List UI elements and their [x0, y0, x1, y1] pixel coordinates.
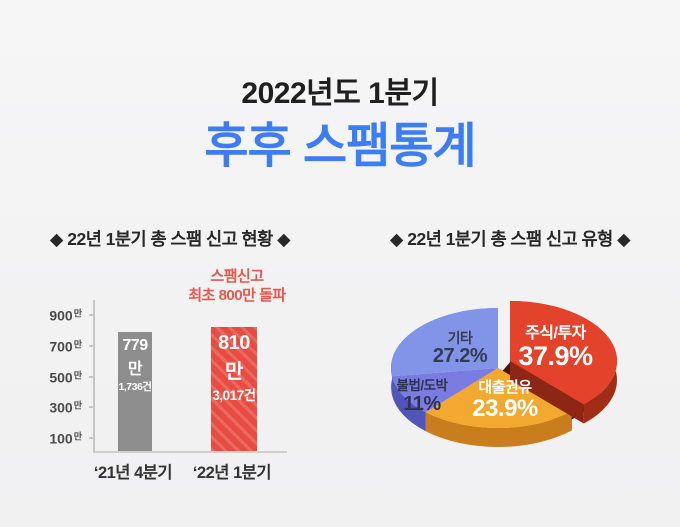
slice-name: 불법/도박	[396, 378, 448, 393]
bar-chart-plot-area: 779만 1,736건 810만 3,017건	[93, 300, 287, 453]
annotation-line-2: 최초 800만 돌파	[188, 287, 286, 304]
bar-value-main: 779만	[122, 336, 148, 378]
pie-chart-panel: 주식/투자 37.9% 기타 27.2% 불법/도박 11% 대출권유 23.9…	[355, 285, 655, 470]
bar-chart-section-title: ◆ 22년 1분기 총 스팸 신고 현황 ◆	[49, 229, 291, 249]
pie-chart-section-title: ◆ 22년 1분기 총 스팸 신고 유형 ◆	[389, 229, 631, 249]
slice-percent: 11%	[403, 392, 441, 415]
pie-chart	[391, 301, 617, 447]
bar-2022-q1: 810만 3,017건	[211, 327, 257, 451]
slice-name: 대출권유	[478, 379, 532, 396]
x-label-2022-q1: ‘22년 1분기	[192, 464, 272, 482]
bar-chart-annotation: 스팸신고 최초 800만 돌파	[157, 267, 317, 305]
bar-2021-q4: 779만 1,736건	[118, 331, 152, 451]
y-tick-mark	[89, 314, 94, 317]
y-tick-label: 900만	[49, 307, 82, 324]
bar-value-sub: 1,736건	[118, 380, 152, 393]
pie-label-etc: 기타 27.2%	[395, 330, 525, 368]
bar-value-main: 810만	[218, 332, 250, 383]
y-tick-mark	[89, 344, 94, 347]
bar-value-sub: 3,017건	[212, 388, 256, 403]
slice-percent: 23.9%	[472, 395, 538, 423]
pie-slice-shape	[510, 301, 617, 405]
slice-percent: 37.9%	[518, 341, 593, 372]
y-tick-label: 300만	[49, 399, 82, 416]
y-tick-label: 700만	[49, 338, 82, 355]
y-tick-mark	[89, 375, 94, 378]
page-title: 후후 스팸통계	[204, 120, 476, 173]
pie-slice-shape	[510, 361, 584, 424]
slice-name: 기타	[447, 330, 473, 346]
annotation-line-1: 스팸신고	[210, 268, 264, 285]
x-label-2021-q4: ‘21년 4분기	[93, 464, 173, 482]
pie-label-illegal-gambling: 불법/도박 11%	[377, 378, 467, 415]
y-tick-label: 500만	[49, 369, 82, 385]
slice-percent: 27.2%	[432, 345, 488, 368]
y-tick-mark	[89, 436, 94, 439]
slice-name: 주식/투자	[525, 325, 586, 342]
report-period-subtitle: 2022년도 1분기	[241, 77, 439, 110]
pie-label-loan-offer: 대출권유 23.9%	[450, 379, 560, 423]
y-tick-label: 100만	[49, 430, 82, 447]
pie-slice-shape	[392, 376, 426, 432]
pie-slice-shape	[425, 411, 572, 447]
y-tick-mark	[89, 406, 94, 409]
pie-slice-shape	[391, 308, 498, 377]
pie-slice-shape	[392, 368, 498, 413]
pie-label-stock-investment: 주식/투자 37.9%	[493, 325, 618, 371]
bar-chart-y-axis: 900만 700만 500만 300만 100만	[40, 300, 88, 453]
pie-slice-shape	[425, 368, 572, 428]
